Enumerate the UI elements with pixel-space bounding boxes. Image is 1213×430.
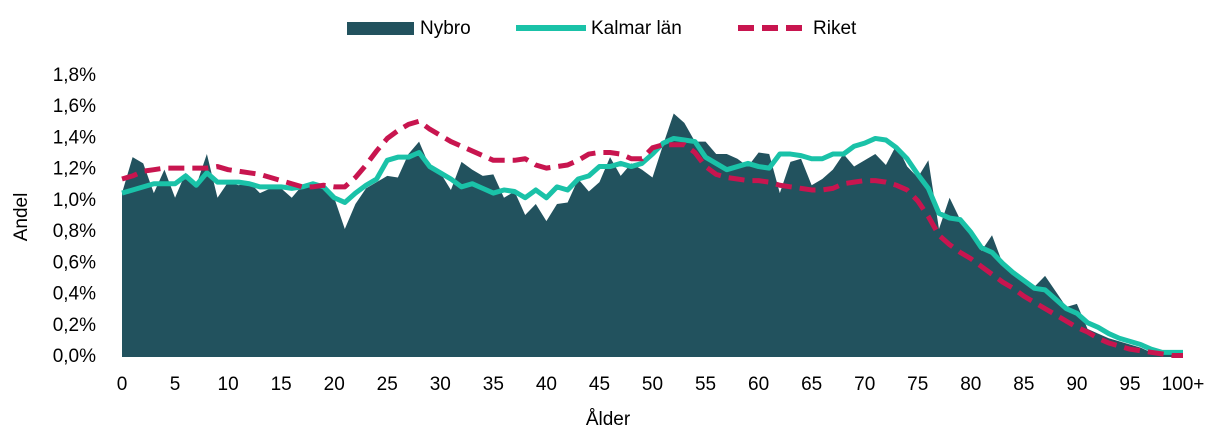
y-tick-label: 1,0%: [53, 190, 96, 211]
x-tick-label: 40: [536, 374, 557, 395]
y-axis-title: Andel: [11, 193, 32, 242]
x-tick-label: 15: [271, 374, 292, 395]
x-tick-label: 70: [854, 374, 875, 395]
line: [121, 118, 1183, 358]
x-tick-label: 50: [642, 374, 663, 395]
x-tick-label: 95: [1119, 374, 1140, 395]
area: [122, 113, 1183, 357]
y-tick-label: 0,6%: [53, 252, 96, 273]
x-tick-label: 10: [218, 374, 239, 395]
x-tick-label: 35: [483, 374, 504, 395]
x-tick-label: 5: [170, 374, 181, 395]
x-tick-label: 25: [377, 374, 398, 395]
x-tick-label: 0: [117, 374, 128, 395]
y-tick-label: 1,2%: [53, 159, 96, 180]
y-tick-label: 0,2%: [53, 315, 96, 336]
legend-label: Nybro: [420, 18, 471, 39]
x-tick-label: 80: [960, 374, 981, 395]
x-tick-label: 65: [801, 374, 822, 395]
x-tick-label: 100+: [1162, 374, 1205, 395]
x-tick-label: 75: [907, 374, 928, 395]
x-tick-label: 55: [695, 374, 716, 395]
legend-label: Kalmar län: [591, 18, 682, 39]
y-tick-label: 1,8%: [53, 65, 96, 86]
x-tick-label: 85: [1013, 374, 1034, 395]
y-tick-label: 1,6%: [53, 96, 96, 117]
y-tick-label: 1,4%: [53, 127, 96, 148]
legend-swatch: [347, 22, 414, 35]
y-tick-label: 0,0%: [53, 346, 96, 367]
x-tick-label: 90: [1066, 374, 1087, 395]
x-tick-label: 30: [430, 374, 451, 395]
x-tick-label: 20: [324, 374, 345, 395]
legend-label: Riket: [813, 18, 857, 39]
x-axis-title: Ålder: [586, 409, 631, 430]
x-tick-label: 45: [589, 374, 610, 395]
y-tick-label: 0,4%: [53, 284, 96, 305]
y-tick-label: 0,8%: [53, 221, 96, 242]
x-tick-label: 60: [748, 374, 769, 395]
